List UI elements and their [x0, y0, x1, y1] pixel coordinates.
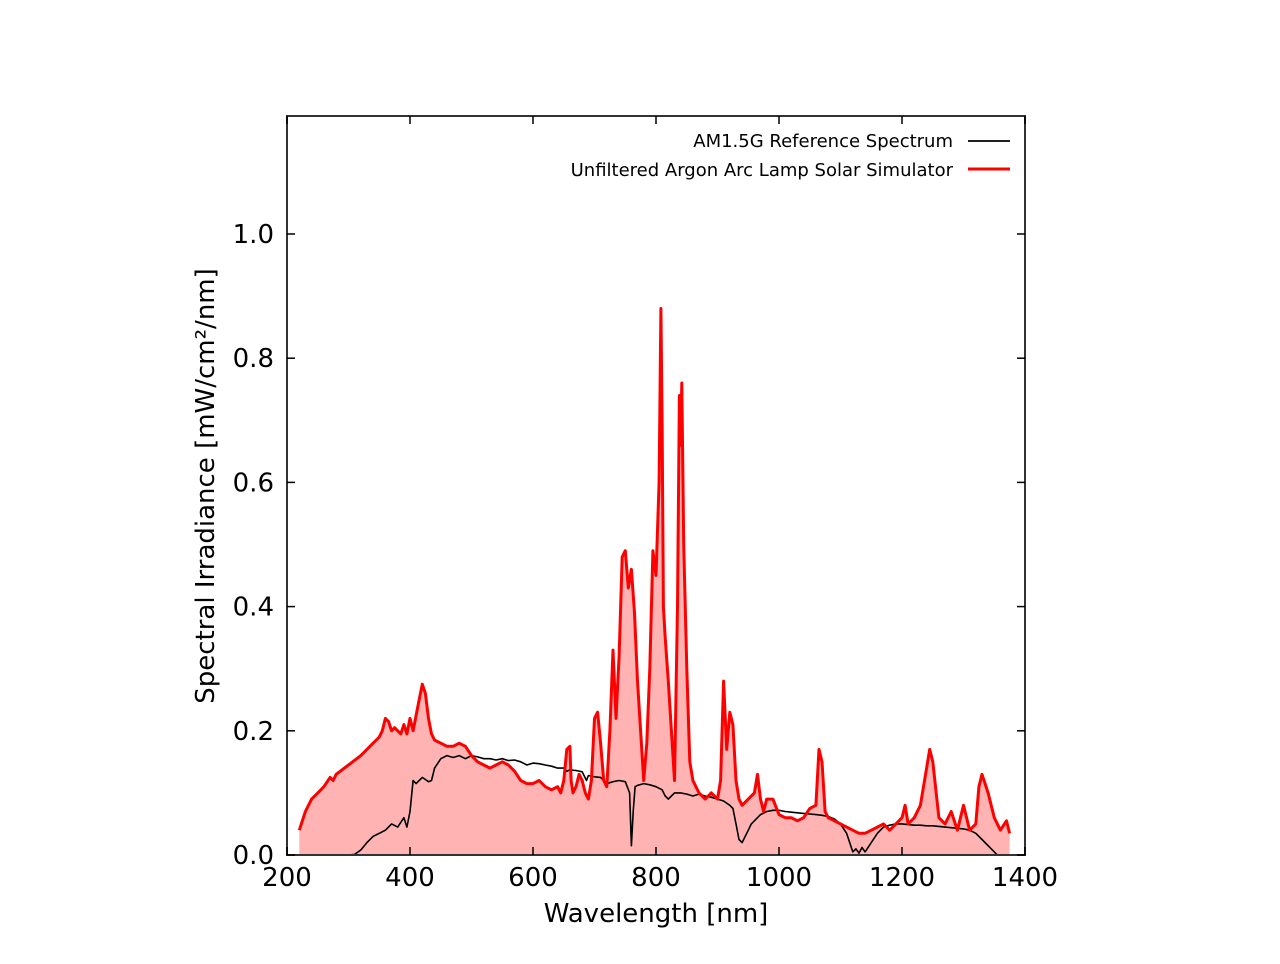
y-tick-label: 0.2 — [233, 717, 274, 747]
x-tick-label: 1000 — [746, 863, 812, 893]
legend-label-argon-lamp: Unfiltered Argon Arc Lamp Solar Simulato… — [571, 160, 954, 181]
y-tick-label: 1.0 — [233, 220, 274, 250]
axis-ticks: 200 400 600 800 1000 1200 1400 0.0 0.2 0.4 0.6 0.8 1… — [233, 116, 1058, 893]
x-tick-label: 600 — [508, 863, 558, 893]
plot-area — [297, 307, 1012, 855]
x-tick-label: 400 — [385, 863, 435, 893]
x-tick-label: 800 — [631, 863, 681, 893]
y-tick-label: 0.0 — [233, 841, 274, 871]
argon-lamp-line — [297, 307, 1012, 835]
x-tick-label: 1200 — [869, 863, 935, 893]
x-tick-label: 200 — [262, 863, 312, 893]
argon-lamp-fill-area — [299, 308, 1010, 855]
legend-label-am15g: AM1.5G Reference Spectrum — [693, 131, 953, 152]
y-tick-label: 0.8 — [233, 344, 274, 374]
legend: AM1.5G Reference Spectrum Unfiltered Arg… — [571, 131, 1010, 181]
x-tick-label: 1400 — [992, 863, 1058, 893]
y-tick-label: 0.4 — [233, 593, 274, 623]
y-axis-label: Spectral Irradiance [mW/cm²/nm] — [191, 268, 221, 704]
am15g-reference-line — [336, 754, 998, 855]
x-axis-label: Wavelength [nm] — [544, 899, 769, 929]
y-tick-label: 0.6 — [233, 468, 274, 498]
